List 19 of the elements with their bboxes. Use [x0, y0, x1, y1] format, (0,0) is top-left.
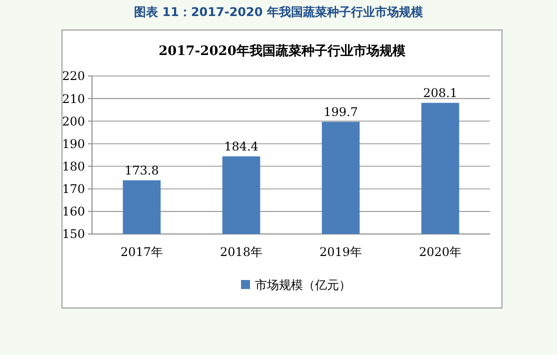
y-tick-label: 220 — [62, 69, 85, 84]
x-tick-label: 2020年 — [418, 245, 462, 259]
x-tick-label: 2019年 — [319, 245, 362, 259]
y-tick-label: 210 — [62, 92, 85, 106]
data-label: 173.8 — [124, 163, 159, 178]
y-tick-label: 170 — [62, 182, 85, 196]
data-label: 208.1 — [423, 86, 458, 100]
x-tick-label: 2018年 — [220, 245, 263, 259]
y-tick-label: 160 — [62, 204, 85, 219]
x-tick-label: 2017年 — [120, 245, 164, 259]
legend-label: 市场规模（亿元） — [255, 278, 351, 292]
data-label: 199.7 — [324, 104, 358, 119]
chart-title: 2017-2020年我国蔬菜种子行业市场规模 — [158, 43, 406, 59]
y-tick-label: 150 — [62, 227, 85, 242]
y-tick-label: 180 — [62, 159, 85, 174]
y-tick-label: 190 — [62, 136, 85, 151]
y-tick-label: 200 — [62, 114, 85, 128]
data-label: 184.4 — [224, 139, 259, 154]
text: 图表 11：2017-2020 年我国蔬菜种子行业市场规模 — [134, 5, 423, 19]
